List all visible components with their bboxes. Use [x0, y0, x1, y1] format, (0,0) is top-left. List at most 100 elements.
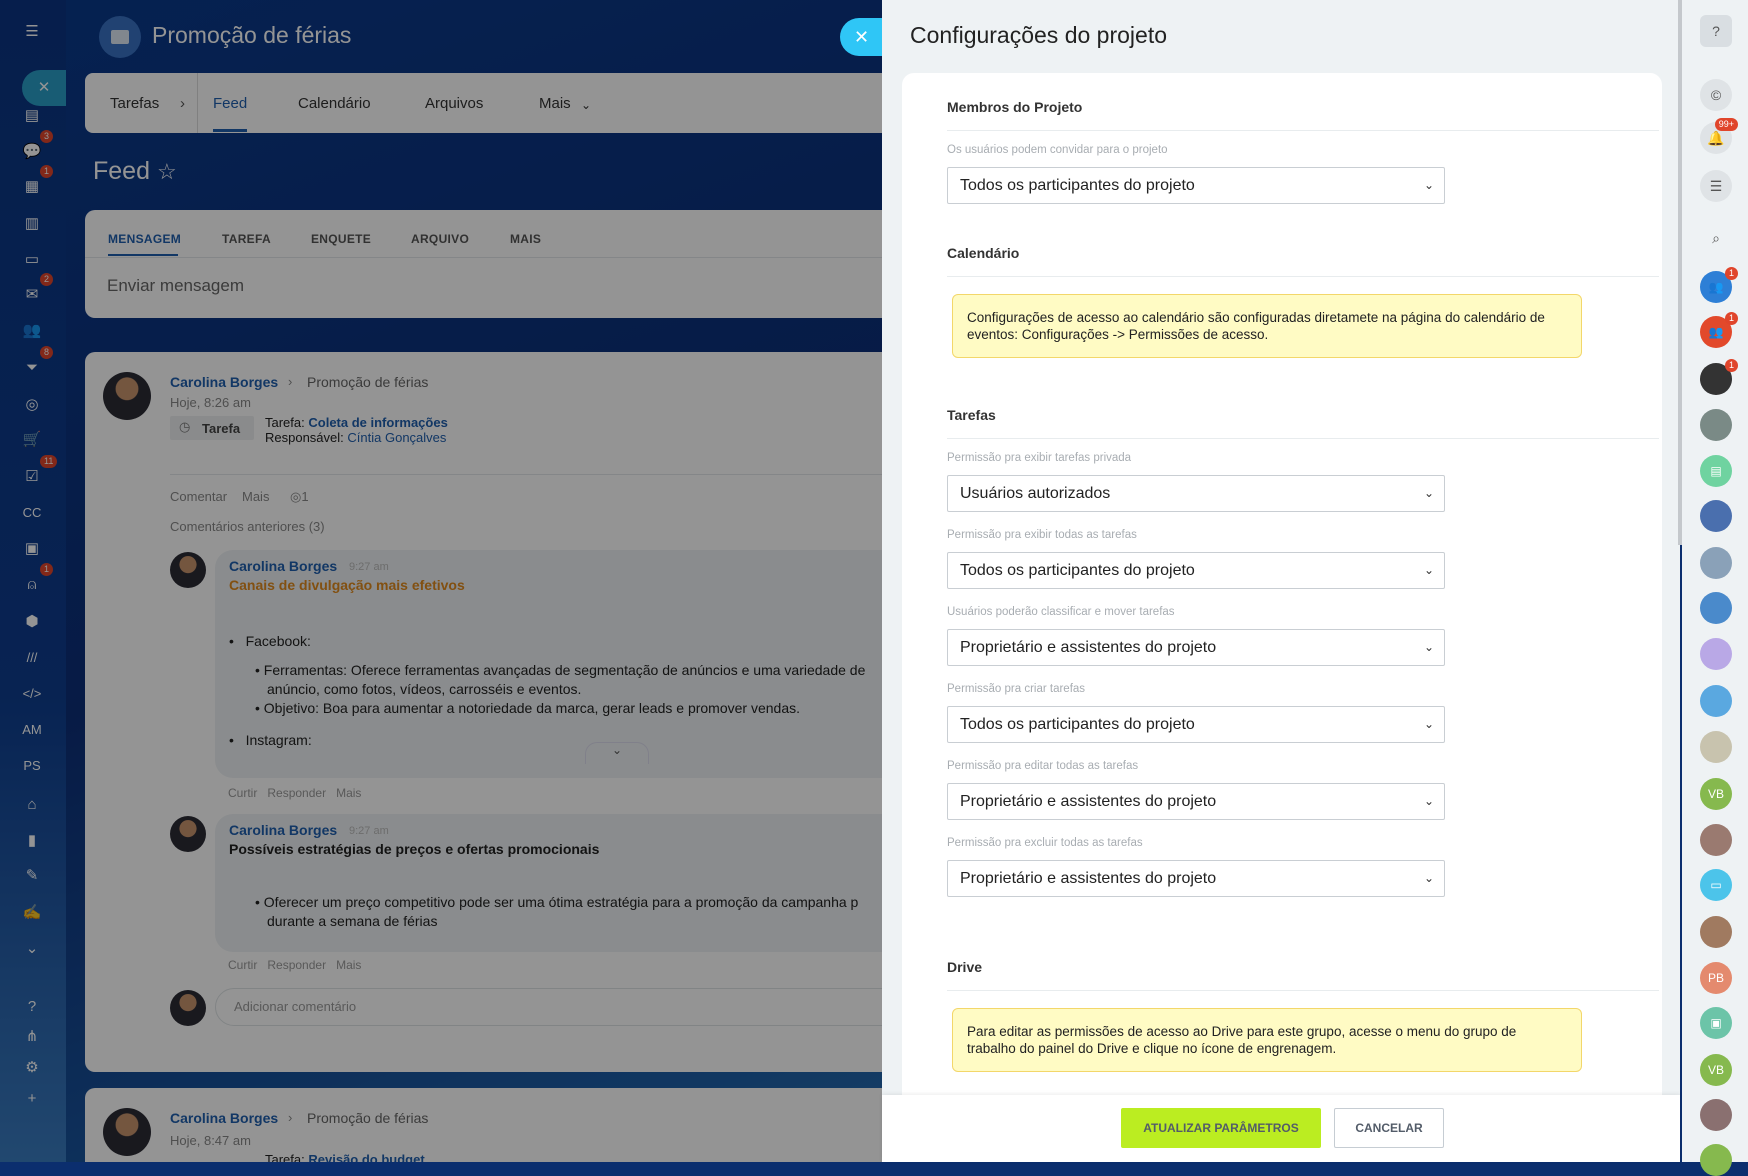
- target-icon[interactable]: ◎: [25, 396, 39, 413]
- responsible-link[interactable]: Cíntia Gonçalves: [347, 430, 447, 445]
- cart-icon[interactable]: 🛒: [22, 431, 42, 448]
- avatar[interactable]: [1700, 916, 1732, 948]
- avatar[interactable]: ▣: [1700, 1007, 1732, 1039]
- composer-tab-arquivo[interactable]: ARQUIVO: [411, 232, 470, 246]
- avatar[interactable]: [1700, 638, 1732, 670]
- avatar[interactable]: [103, 1108, 151, 1156]
- post-group[interactable]: Promoção de férias: [307, 374, 429, 390]
- avatar[interactable]: VB: [1700, 1054, 1732, 1086]
- permission-select[interactable]: Usuários autorizados ⌄: [947, 475, 1445, 512]
- close-icon[interactable]: ✕: [22, 70, 66, 106]
- avatar[interactable]: ▤: [1700, 455, 1732, 487]
- post-group[interactable]: Promoção de férias: [307, 1110, 429, 1126]
- permission-select[interactable]: Proprietário e assistentes do projeto ⌄: [947, 783, 1445, 820]
- avatar[interactable]: [1700, 547, 1732, 579]
- more-icon[interactable]: ⌄: [25, 940, 39, 957]
- avatar[interactable]: [1700, 500, 1732, 532]
- menu-icon[interactable]: ☰: [25, 23, 39, 40]
- like-link[interactable]: Curtir: [228, 958, 258, 972]
- task-link[interactable]: Revisão do budget: [308, 1152, 425, 1162]
- brand-icon[interactable]: ///: [26, 650, 38, 665]
- avatar[interactable]: [1700, 824, 1732, 856]
- cancel-button[interactable]: CANCELAR: [1334, 1108, 1444, 1148]
- comment-link[interactable]: Comentar: [170, 489, 228, 504]
- group-chat-icon[interactable]: 👥 1: [1700, 267, 1738, 303]
- chat-icon[interactable]: 💬: [22, 143, 42, 160]
- post-author[interactable]: Carolina Borges: [170, 1110, 279, 1126]
- scrollbar[interactable]: [1678, 0, 1682, 545]
- copilot-icon[interactable]: ©: [1700, 79, 1732, 111]
- permission-select[interactable]: Todos os participantes do projeto ⌄: [947, 706, 1445, 743]
- news-icon[interactable]: ▤: [24, 107, 40, 124]
- help-icon[interactable]: ?: [27, 998, 37, 1015]
- add-comment-input[interactable]: Adicionar comentário: [215, 988, 882, 1026]
- group-chat-icon[interactable]: 👥 1: [1700, 312, 1738, 348]
- tab-tarefas[interactable]: Tarefas: [110, 95, 160, 112]
- mail-icon[interactable]: ✉: [25, 286, 39, 303]
- more-link[interactable]: Mais: [242, 489, 270, 504]
- previous-comments-link[interactable]: Comentários anteriores (3): [170, 519, 325, 534]
- am-icon[interactable]: AM: [22, 722, 42, 737]
- calendar-icon[interactable]: ▦: [24, 178, 40, 195]
- cc-icon[interactable]: CC: [22, 505, 42, 520]
- tab-calendario[interactable]: Calendário: [298, 95, 371, 112]
- more-link[interactable]: Mais: [336, 786, 362, 800]
- avatar[interactable]: 1: [1700, 359, 1738, 395]
- comment-author[interactable]: Carolina Borges: [229, 558, 338, 574]
- contact-icon[interactable]: ▣: [24, 540, 40, 557]
- document-icon[interactable]: ▥: [24, 215, 40, 232]
- composer-tab-mais[interactable]: MAIS: [510, 232, 542, 246]
- signature-icon[interactable]: ✍: [22, 904, 42, 921]
- avatar[interactable]: [1700, 731, 1732, 763]
- message-input[interactable]: Enviar mensagem: [107, 276, 245, 295]
- tab-arquivos[interactable]: Arquivos: [425, 95, 484, 112]
- avatar[interactable]: [1700, 409, 1732, 441]
- sitemap-icon[interactable]: ⋔: [25, 1028, 39, 1045]
- avatar[interactable]: PB: [1700, 962, 1732, 994]
- robot-icon[interactable]: ⍝: [27, 576, 37, 593]
- star-icon[interactable]: ☆: [157, 159, 177, 184]
- composer-tab-enquete[interactable]: ENQUETE: [311, 232, 372, 246]
- avatar[interactable]: [1700, 1099, 1732, 1131]
- tab-feed[interactable]: Feed: [213, 95, 248, 112]
- composer-tab-tarefa[interactable]: TAREFA: [222, 232, 271, 246]
- permission-select[interactable]: Proprietário e assistentes do projeto ⌄: [947, 629, 1445, 666]
- permission-select[interactable]: Proprietário e assistentes do projeto ⌄: [947, 860, 1445, 897]
- gear-icon[interactable]: ⚙: [25, 1059, 39, 1076]
- avatar[interactable]: VB: [1700, 778, 1732, 810]
- comment-author[interactable]: Carolina Borges: [229, 822, 338, 838]
- ps-icon[interactable]: PS: [23, 758, 41, 773]
- bell-icon[interactable]: 🔔 99+: [1700, 118, 1738, 154]
- chart-icon[interactable]: ▮: [27, 832, 37, 849]
- avatar[interactable]: [1700, 592, 1732, 624]
- reply-link[interactable]: Responder: [267, 786, 327, 800]
- help-icon[interactable]: ?: [1700, 15, 1732, 47]
- avatar[interactable]: [103, 372, 151, 420]
- avatar[interactable]: [1700, 1144, 1732, 1176]
- task-link[interactable]: Coleta de informações: [308, 415, 448, 430]
- tasks-icon[interactable]: ☑: [25, 468, 39, 485]
- drive-icon[interactable]: ▭: [24, 251, 40, 268]
- plus-icon[interactable]: +: [27, 1090, 37, 1107]
- avatar[interactable]: ▭: [1700, 869, 1732, 901]
- box-icon[interactable]: ⬢: [25, 613, 39, 630]
- reply-link[interactable]: Responder: [267, 958, 327, 972]
- search-icon[interactable]: ⌕: [1700, 222, 1732, 254]
- tab-mais[interactable]: Mais: [539, 95, 571, 112]
- groups-icon[interactable]: 👥: [22, 322, 42, 339]
- expand-chevron-icon[interactable]: ⌄: [585, 742, 649, 764]
- avatar[interactable]: [170, 816, 206, 852]
- funnel-icon[interactable]: ⏷: [25, 359, 38, 376]
- close-panel-button[interactable]: ✕: [840, 18, 888, 56]
- messages-icon[interactable]: ☰: [1700, 170, 1732, 202]
- avatar[interactable]: [1700, 685, 1732, 717]
- post-author[interactable]: Carolina Borges: [170, 374, 279, 390]
- more-link[interactable]: Mais: [336, 958, 362, 972]
- avatar[interactable]: [170, 552, 206, 588]
- building-icon[interactable]: ⌂: [27, 796, 37, 813]
- update-settings-button[interactable]: ATUALIZAR PARÂMETROS: [1121, 1108, 1321, 1148]
- permission-select[interactable]: Todos os participantes do projeto ⌄: [947, 167, 1445, 204]
- like-link[interactable]: Curtir: [228, 786, 258, 800]
- edit-doc-icon[interactable]: ✎: [25, 867, 39, 884]
- code-icon[interactable]: </>: [22, 686, 42, 701]
